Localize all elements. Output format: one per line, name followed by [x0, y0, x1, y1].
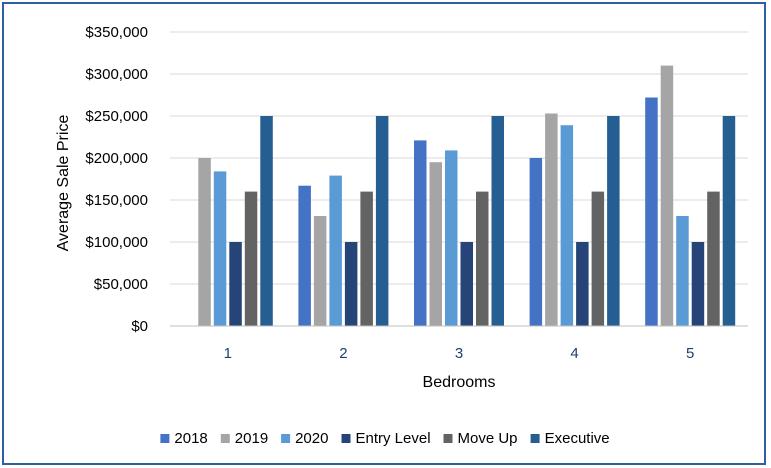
legend-label: 2020	[295, 430, 328, 447]
y-tick-label: $0	[131, 318, 148, 335]
legend-swatch	[341, 434, 351, 443]
bar	[460, 242, 473, 326]
legend-label: Executive	[545, 430, 610, 447]
bar	[229, 242, 242, 326]
bar	[360, 191, 373, 326]
bar	[645, 97, 658, 326]
legend-label: Entry Level	[356, 430, 431, 447]
y-axis-ticks: $0 $50,000 $100,000 $150,000 $200,000 $250,00…	[85, 24, 148, 335]
bar	[676, 216, 689, 326]
bar	[445, 150, 458, 326]
x-axis-ticks: 1 2 3 4 5	[224, 345, 695, 362]
legend-swatch	[160, 434, 170, 443]
y-tick-label: $350,000	[85, 24, 148, 41]
legend-label: 2018	[174, 430, 207, 447]
bar	[344, 242, 358, 326]
x-tick-label: 5	[686, 345, 694, 362]
y-tick-label: $300,000	[85, 66, 148, 83]
y-tick-label: $50,000	[94, 276, 148, 293]
bar	[429, 162, 442, 326]
y-tick-label: $150,000	[85, 192, 148, 209]
x-tick-label: 1	[224, 345, 232, 362]
y-tick-label: $200,000	[85, 150, 148, 167]
legend-label: Move Up	[458, 430, 518, 447]
bar	[576, 242, 589, 326]
bar	[545, 113, 558, 326]
bar	[491, 116, 504, 326]
legend-label: 2019	[235, 430, 268, 447]
y-tick-label: $250,000	[85, 108, 148, 125]
legend-swatch	[281, 434, 291, 443]
y-axis-title: Average Sale Price	[55, 115, 72, 252]
bar	[476, 191, 489, 326]
bar	[329, 175, 342, 326]
bar	[198, 158, 211, 326]
bar	[260, 116, 273, 326]
bar	[375, 116, 389, 326]
bar	[529, 158, 543, 326]
legend: 2018 2019 2020 Entry Level Move Up Executive	[160, 430, 610, 447]
bar	[707, 191, 720, 326]
x-axis-title: Bedrooms	[423, 374, 496, 391]
x-tick-label: 2	[339, 345, 347, 362]
bars	[198, 65, 736, 326]
x-tick-label: 3	[455, 345, 463, 362]
bar	[213, 171, 227, 326]
bar	[560, 125, 574, 326]
x-tick-label: 4	[570, 345, 578, 362]
bar	[722, 116, 736, 326]
bar	[414, 140, 427, 326]
bar	[313, 216, 327, 326]
legend-swatch	[443, 434, 453, 443]
bar	[607, 116, 620, 326]
bar	[691, 242, 705, 326]
legend-swatch	[220, 434, 230, 443]
bar	[660, 65, 674, 326]
bar	[244, 191, 258, 326]
y-tick-label: $100,000	[85, 234, 148, 251]
bar	[298, 185, 311, 326]
legend-swatch	[530, 434, 540, 443]
bar	[591, 191, 605, 326]
